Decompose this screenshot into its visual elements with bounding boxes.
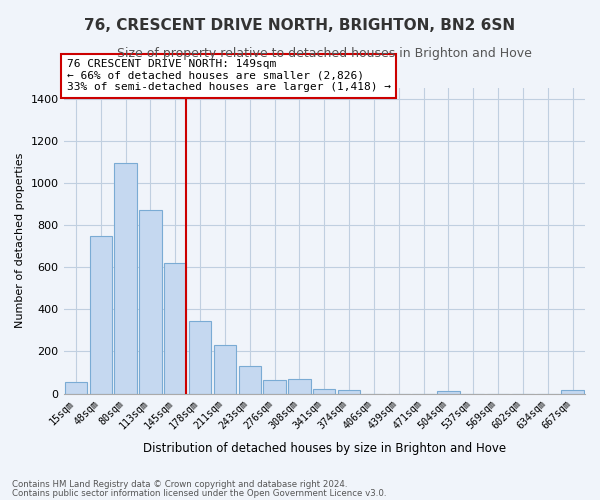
Bar [89,236,112,394]
Bar [189,321,211,394]
Text: Contains public sector information licensed under the Open Government Licence v3: Contains public sector information licen… [12,489,386,498]
Bar [214,346,236,394]
Bar [288,379,311,394]
X-axis label: Distribution of detached houses by size in Brighton and Hove: Distribution of detached houses by size … [143,442,506,455]
Bar [437,392,460,394]
Bar [115,163,137,394]
Y-axis label: Number of detached properties: Number of detached properties [15,153,25,328]
Bar [239,366,261,394]
Bar [313,389,335,394]
Bar [139,210,161,394]
Text: 76 CRESCENT DRIVE NORTH: 149sqm
← 66% of detached houses are smaller (2,826)
33%: 76 CRESCENT DRIVE NORTH: 149sqm ← 66% of… [67,59,391,92]
Bar [164,263,187,394]
Bar [338,390,360,394]
Bar [263,380,286,394]
Title: Size of property relative to detached houses in Brighton and Hove: Size of property relative to detached ho… [117,48,532,60]
Bar [65,382,87,394]
Bar [562,390,584,394]
Text: Contains HM Land Registry data © Crown copyright and database right 2024.: Contains HM Land Registry data © Crown c… [12,480,347,489]
Text: 76, CRESCENT DRIVE NORTH, BRIGHTON, BN2 6SN: 76, CRESCENT DRIVE NORTH, BRIGHTON, BN2 … [85,18,515,32]
